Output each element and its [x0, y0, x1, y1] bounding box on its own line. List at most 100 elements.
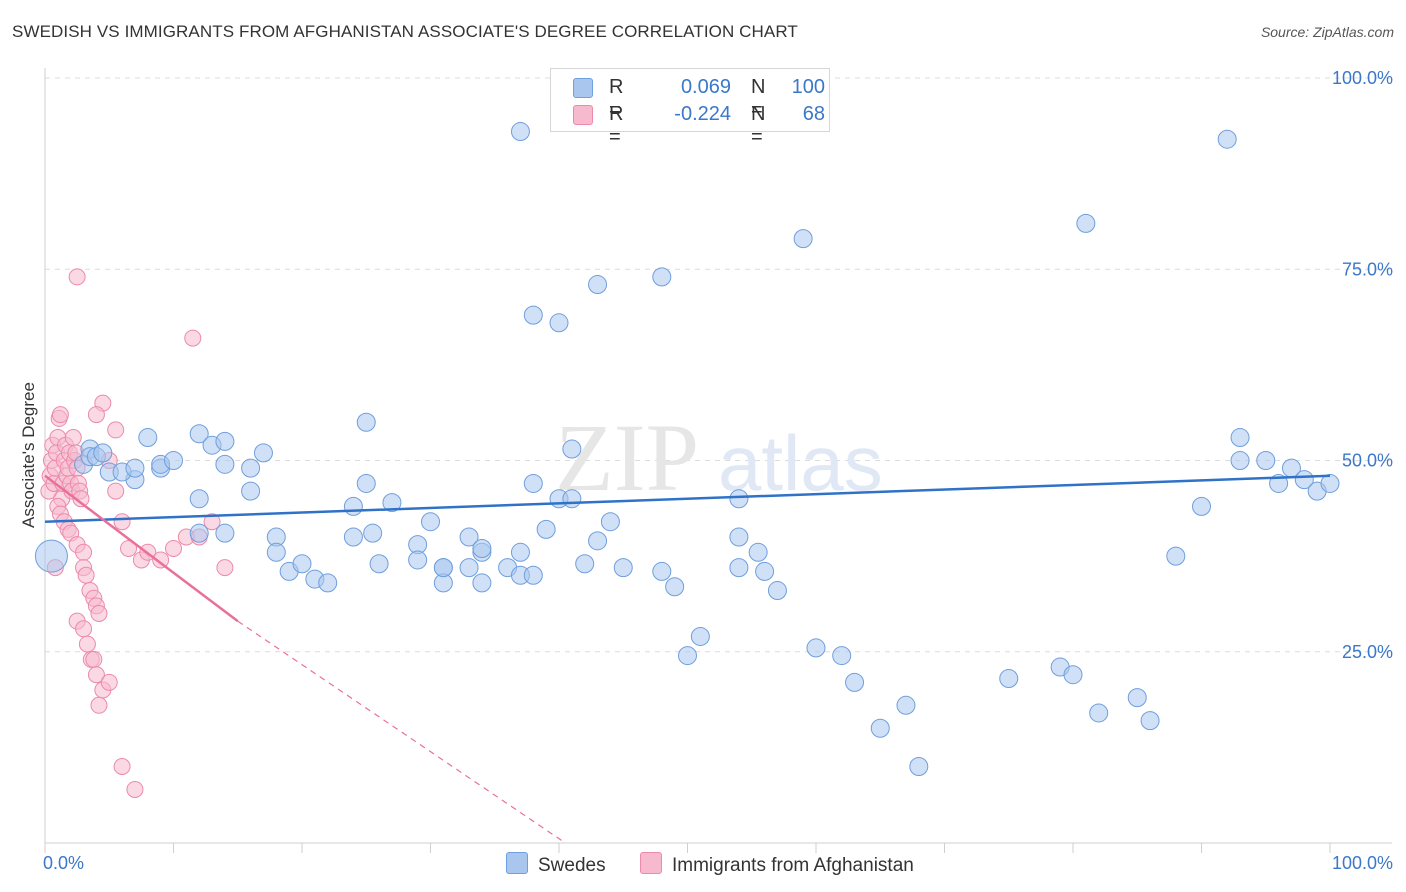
- swedes-point: [665, 577, 685, 597]
- swedes-point: [241, 481, 261, 501]
- correlation-legend: R = 0.069 N = 100 R = -0.224 N = 68: [550, 68, 830, 148]
- swedes-point: [408, 550, 428, 570]
- afghanistan-trend-line: [44, 474, 239, 623]
- swedes-legend-label: Swedes: [538, 855, 606, 876]
- swedes-point: [909, 757, 929, 776]
- afghanistan-point: [78, 635, 96, 653]
- afghanistan-point: [72, 490, 90, 508]
- swedes-point: [690, 626, 710, 646]
- afghanistan-point: [75, 543, 93, 561]
- legend-item-swedes[interactable]: Swedes: [506, 852, 606, 877]
- afghanistan-point: [64, 429, 82, 447]
- swedes-point: [575, 554, 595, 574]
- afghanistan-point: [113, 758, 131, 775]
- source-label: Source: ZipAtlas.com: [1260, 24, 1394, 40]
- swedes-trend-line: [44, 474, 1331, 523]
- swedes-point: [369, 554, 389, 574]
- y-tick-label: 25.0%: [1342, 642, 1393, 662]
- afghanistan-point: [51, 406, 69, 424]
- swedes-point: [215, 454, 235, 474]
- swedes-swatch: [573, 78, 593, 98]
- swedes-legend-swatch: [506, 852, 528, 874]
- swedes-point: [896, 695, 916, 715]
- afghanistan-point: [100, 673, 118, 691]
- y-axis-label: Associate's Degree: [19, 382, 38, 528]
- x-tick-label: 100.0%: [1332, 853, 1393, 873]
- swedes-point: [1230, 451, 1250, 470]
- afghanistan-trend-extension: [237, 620, 566, 844]
- swedes-point: [510, 542, 530, 562]
- swedes-point: [562, 489, 582, 509]
- swedes-point: [472, 573, 492, 593]
- swedes-point: [189, 489, 209, 509]
- swedes-point: [356, 412, 376, 432]
- swedes-point: [806, 638, 826, 658]
- swedes-point: [588, 275, 608, 295]
- swedes-point: [1076, 213, 1096, 233]
- swedes-point: [253, 443, 273, 463]
- swedes-point: [1089, 703, 1109, 723]
- y-tick-label: 50.0%: [1342, 451, 1393, 471]
- swedes-point: [870, 718, 890, 738]
- swedes-point: [536, 519, 556, 539]
- swedes-point: [266, 542, 286, 562]
- swedes-point: [1230, 428, 1250, 448]
- y-tick-label: 100.0%: [1332, 68, 1393, 88]
- swedes-point: [729, 558, 749, 578]
- tick-labels: 25.0% 50.0% 75.0% 100.0% 0.0% 100.0%: [43, 68, 1393, 873]
- swedes-points: [34, 122, 1340, 776]
- swedes-point: [1294, 470, 1314, 490]
- n-label: N =: [751, 76, 766, 121]
- swedes-point: [999, 669, 1019, 689]
- swedes-point: [1127, 688, 1147, 708]
- afghanistan-point: [107, 482, 125, 500]
- afghanistan-points: [40, 268, 234, 798]
- swedes-point: [600, 512, 620, 532]
- x-tick-label: 0.0%: [43, 853, 84, 873]
- swedes-point: [215, 431, 235, 451]
- swedes-point: [845, 672, 865, 692]
- swedes-point: [1140, 711, 1160, 731]
- n-value: 100: [791, 76, 825, 98]
- r-label: R =: [609, 76, 624, 121]
- afghanistan-point: [184, 329, 202, 347]
- swedes-point: [421, 512, 440, 532]
- swedes-point: [523, 305, 543, 325]
- afghanistan-point: [165, 539, 182, 557]
- swedes-point: [189, 424, 209, 444]
- swedes-point: [164, 451, 183, 470]
- swedes-point: [1217, 129, 1237, 149]
- afghanistan-point: [77, 566, 95, 584]
- afghanistan-point: [85, 650, 103, 668]
- swedes-point: [1063, 665, 1083, 685]
- swedes-point: [767, 581, 787, 601]
- swedes-point: [1320, 473, 1340, 493]
- swedes-point: [343, 527, 363, 547]
- swedes-point: [729, 527, 749, 547]
- afghanistan-point: [87, 406, 105, 424]
- afghanistan-point: [113, 513, 131, 531]
- swedes-point: [472, 538, 492, 558]
- legend-item-afghanistan[interactable]: Immigrants from Afghanistan: [640, 852, 914, 877]
- swedes-point: [510, 122, 530, 142]
- y-tick-label: 75.0%: [1342, 259, 1393, 279]
- swedes-point: [1192, 496, 1211, 516]
- swedes-point: [189, 523, 209, 543]
- watermark: ZIP atlas: [555, 404, 883, 511]
- swedes-point: [613, 558, 633, 578]
- swedes-point: [241, 458, 261, 478]
- n-value: 68: [802, 103, 825, 125]
- grid-lines: [45, 77, 1392, 653]
- afghanistan-point: [203, 513, 221, 531]
- afghanistan-point: [120, 539, 138, 557]
- swedes-point: [755, 561, 775, 581]
- r-label: R =: [609, 103, 624, 148]
- swedes-point: [748, 542, 768, 562]
- swedes-point: [1166, 546, 1186, 566]
- afghanistan-point: [75, 620, 93, 638]
- afghanistan-point: [90, 696, 108, 714]
- swedes-point: [138, 428, 158, 448]
- swedes-point: [729, 489, 749, 509]
- swedes-point: [363, 523, 383, 543]
- swedes-point: [93, 443, 113, 463]
